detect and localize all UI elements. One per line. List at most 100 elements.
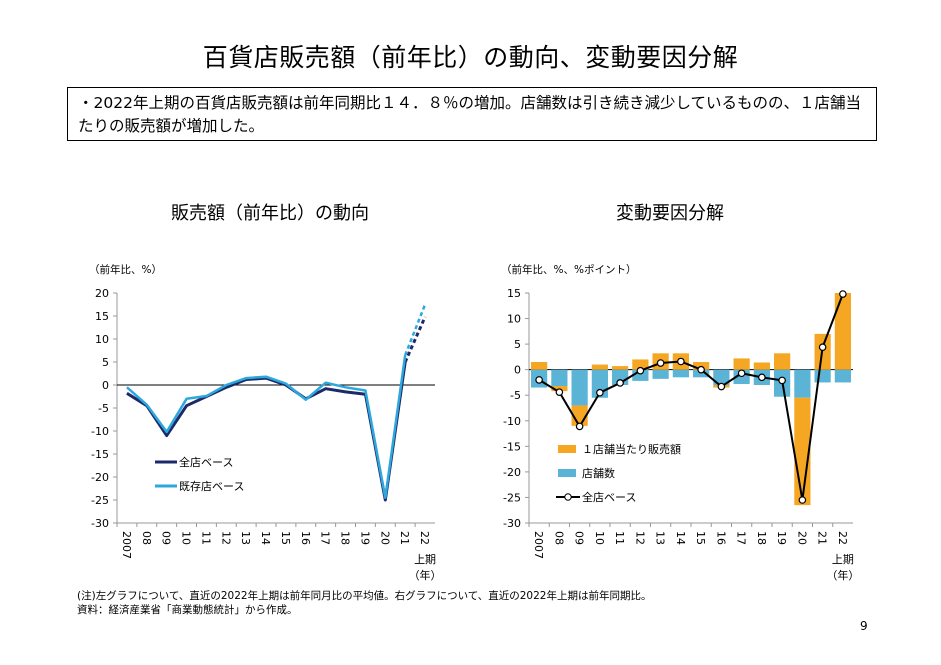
left-chart-x-tick-label: 15	[279, 531, 292, 545]
right-chart-y-tick-label: -10	[503, 415, 521, 428]
series-line-existing-dashed-segment	[404, 304, 427, 356]
summary-box: ・2022年上期の百貨店販売額は前年同期比１４．８％の増加。店舗数は引き続き減少…	[67, 87, 877, 141]
series-point	[818, 343, 827, 351]
right-chart-y-tick-label: 5	[514, 338, 521, 351]
bar-per-store-sales	[632, 359, 649, 370]
bar-per-store-sales	[834, 293, 851, 370]
left-chart-y-tick-label: -15	[91, 448, 109, 461]
left-chart-x-tick-label: 09	[160, 531, 173, 545]
left-chart-title: 販売額（前年比）の動向	[171, 203, 369, 224]
legend-swatch-store-count	[558, 469, 576, 477]
bar-store-count	[672, 369, 689, 378]
right-chart-y-tick-label: 0	[514, 364, 521, 377]
left-chart-y-axis-label: （前年比、%）	[89, 263, 162, 276]
right-chart-x-tick-label: 18	[755, 531, 768, 545]
left-chart-x-extra-label: 上期	[414, 553, 436, 566]
left-chart-x-tick-label: 16	[299, 531, 312, 545]
series-point	[656, 359, 665, 367]
left-chart-y-tick-label: -5	[98, 402, 109, 415]
series-point	[798, 496, 807, 504]
left-chart-x-tick-label: 10	[180, 531, 193, 545]
right-chart-x-tick-label: 17	[735, 531, 748, 545]
legend-label: 全店ベース	[582, 490, 636, 504]
right-chart-y-tick-label: -30	[503, 517, 521, 530]
right-chart-y-tick-label: 15	[507, 287, 521, 300]
left-chart-x-tick-label: 18	[339, 531, 352, 545]
footnote-note: (注)左グラフについて、直近の2022年上期は前年同月比の平均値。右グラフについ…	[77, 590, 652, 602]
left-chart-x-tick-label: 2007	[120, 531, 133, 559]
series-point	[535, 376, 543, 384]
left-chart-x-tick-label: 08	[140, 531, 153, 545]
left-chart-x-tick-label: 22	[418, 531, 431, 545]
series-point	[575, 422, 584, 431]
left-chart-x-axis-unit: （年）	[409, 568, 442, 582]
bar-store-count	[551, 369, 568, 387]
bar-store-count	[814, 369, 831, 383]
right-chart-y-tick-label: 10	[507, 313, 521, 326]
left-chart-x-tick-label: 13	[239, 531, 252, 545]
right-chart-x-tick-label: 2007	[532, 531, 545, 559]
left-chart-y-tick-label: 0	[102, 379, 109, 392]
bar-store-count	[794, 369, 811, 398]
right-chart-x-tick-label: 19	[775, 531, 788, 545]
bar-per-store-sales	[693, 362, 710, 370]
series-point	[636, 366, 645, 375]
legend-label: １店舗当たり販売額	[582, 442, 681, 456]
right-decomposition-chart: （前年比、%、%ポイント） 15 10 5 0 -5 -10 -15 -20 -25 -30 2007…	[501, 263, 859, 582]
series-point	[717, 382, 726, 391]
right-chart-y-tick-label: -5	[510, 389, 521, 402]
right-chart-y-axis-label: （前年比、%、%ポイント）	[501, 263, 636, 276]
series-point	[758, 373, 766, 382]
series-point	[697, 365, 705, 374]
series-line-all-store-dashed-segment	[403, 316, 427, 363]
right-chart-x-tick-label: 13	[654, 531, 667, 545]
left-chart-y-tick-label: -30	[91, 517, 109, 530]
left-chart-y-tick-label: 10	[95, 333, 109, 346]
left-chart-x-tick-label: 11	[199, 531, 212, 545]
bar-store-count	[571, 369, 588, 406]
bar-per-store-sales	[733, 358, 750, 370]
right-chart-x-axis-unit: （年）	[826, 568, 859, 582]
left-chart-x-tick-label: 21	[398, 531, 411, 545]
series-point	[555, 388, 564, 396]
series-line-existing	[126, 354, 407, 499]
page-title: 百貨店販売額（前年比）の動向、変動要因分解	[202, 43, 739, 72]
left-chart-y-tick-label: 20	[95, 287, 109, 300]
right-chart-x-tick-label: 09	[573, 531, 586, 545]
bar-per-store-sales	[531, 362, 548, 370]
series-point	[596, 388, 604, 397]
left-line-chart: （前年比、%） 20 15 10 5 0 -5 -10 -15 -20 -25 -30 2007 08 09…	[89, 263, 442, 582]
bar-per-store-sales	[774, 353, 791, 370]
right-chart-x-tick-label: 16	[714, 531, 727, 545]
page-number: 9	[860, 619, 868, 633]
right-chart-y-tick-label: -25	[503, 491, 521, 504]
bar-store-count	[632, 369, 649, 381]
bar-store-count	[713, 369, 730, 385]
bar-per-store-sales	[591, 364, 608, 370]
bar-store-count	[693, 369, 710, 378]
series-point	[616, 379, 624, 387]
bar-store-count	[652, 369, 669, 379]
right-chart-x-tick-label: 12	[633, 531, 646, 545]
right-chart-y-tick-label: -20	[503, 466, 521, 479]
series-point	[737, 369, 746, 378]
right-chart-x-tick-label: 08	[552, 531, 565, 545]
left-chart-y-tick-label: 5	[102, 356, 109, 369]
legend-swatch-per-store	[558, 445, 576, 453]
left-chart-y-tick-label: 15	[95, 310, 109, 323]
right-chart-x-tick-label: 14	[674, 531, 687, 545]
right-chart-x-tick-label: 20	[795, 531, 808, 545]
right-chart-x-tick-label: 15	[694, 531, 707, 545]
left-chart-y-tick-label: -20	[91, 471, 109, 484]
right-chart-x-tick-label: 11	[613, 531, 626, 545]
bar-store-count	[834, 369, 851, 383]
legend-label: 全店ベース	[179, 455, 233, 469]
series-point	[839, 290, 847, 298]
right-chart-x-tick-label: 22	[836, 531, 849, 545]
series-line-all-store	[538, 293, 844, 501]
left-chart-x-tick-label: 12	[219, 531, 232, 545]
left-chart-x-tick-label: 17	[319, 531, 332, 545]
footnote-source: 資料：経済産業省「商業動態統計」から作成。	[77, 604, 298, 616]
left-chart-x-tick-label: 14	[259, 531, 272, 545]
left-chart-x-tick-label: 20	[378, 531, 391, 545]
